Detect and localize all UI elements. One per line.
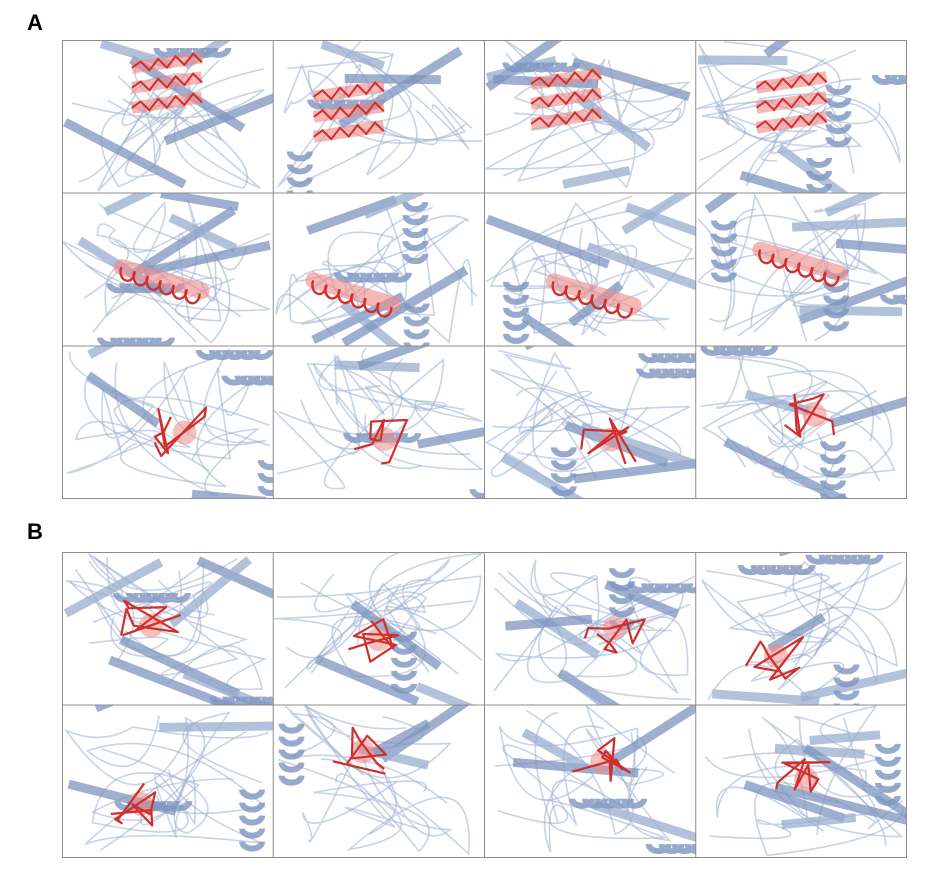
protein-cartoon-image — [484, 40, 691, 189]
panel-a-grid — [62, 40, 907, 499]
protein-cartoon-image — [62, 193, 271, 346]
protein-structure-thumbnail — [273, 193, 485, 346]
panel-label-a: A — [27, 10, 43, 35]
protein-cartoon-image — [277, 40, 483, 193]
protein-cartoon-image — [492, 559, 696, 705]
protein-structure-thumbnail — [273, 705, 485, 858]
protein-structure-thumbnail — [695, 193, 907, 346]
protein-structure-thumbnail — [695, 705, 907, 858]
protein-structure-thumbnail — [62, 346, 274, 499]
protein-structure-thumbnail — [484, 552, 696, 705]
protein-structure-thumbnail — [273, 552, 485, 705]
protein-cartoon-image — [494, 705, 696, 855]
protein-structure-thumbnail — [62, 705, 274, 858]
protein-structure-thumbnail — [695, 552, 907, 705]
protein-cartoon-image — [63, 705, 274, 852]
protein-cartoon-image — [485, 193, 696, 346]
panel-b-grid — [62, 552, 907, 858]
panel-label-b: B — [27, 519, 43, 544]
protein-cartoon-image — [274, 552, 485, 705]
protein-cartoon-image — [63, 40, 274, 192]
protein-cartoon-image — [704, 705, 907, 857]
protein-structure-thumbnail — [62, 193, 274, 346]
protein-cartoon-image — [696, 193, 907, 343]
protein-cartoon-image — [275, 193, 479, 346]
protein-structure-thumbnail — [273, 40, 485, 193]
protein-structure-thumbnail — [273, 346, 485, 499]
protein-cartoon-image — [66, 346, 274, 499]
protein-cartoon-image — [63, 553, 274, 705]
protein-structure-thumbnail — [484, 40, 696, 193]
protein-structure-thumbnail — [62, 552, 274, 705]
protein-cartoon-image — [484, 346, 696, 499]
protein-structure-thumbnail — [484, 346, 696, 499]
protein-structure-thumbnail — [62, 40, 274, 193]
protein-structure-thumbnail — [484, 705, 696, 858]
protein-cartoon-image — [700, 552, 907, 705]
protein-structure-thumbnail — [484, 193, 696, 346]
protein-cartoon-image — [695, 40, 907, 193]
protein-cartoon-image — [699, 346, 907, 499]
protein-cartoon-image — [273, 346, 485, 499]
protein-structure-thumbnail — [695, 40, 907, 193]
protein-structure-thumbnail — [695, 346, 907, 499]
protein-cartoon-image — [278, 705, 471, 856]
